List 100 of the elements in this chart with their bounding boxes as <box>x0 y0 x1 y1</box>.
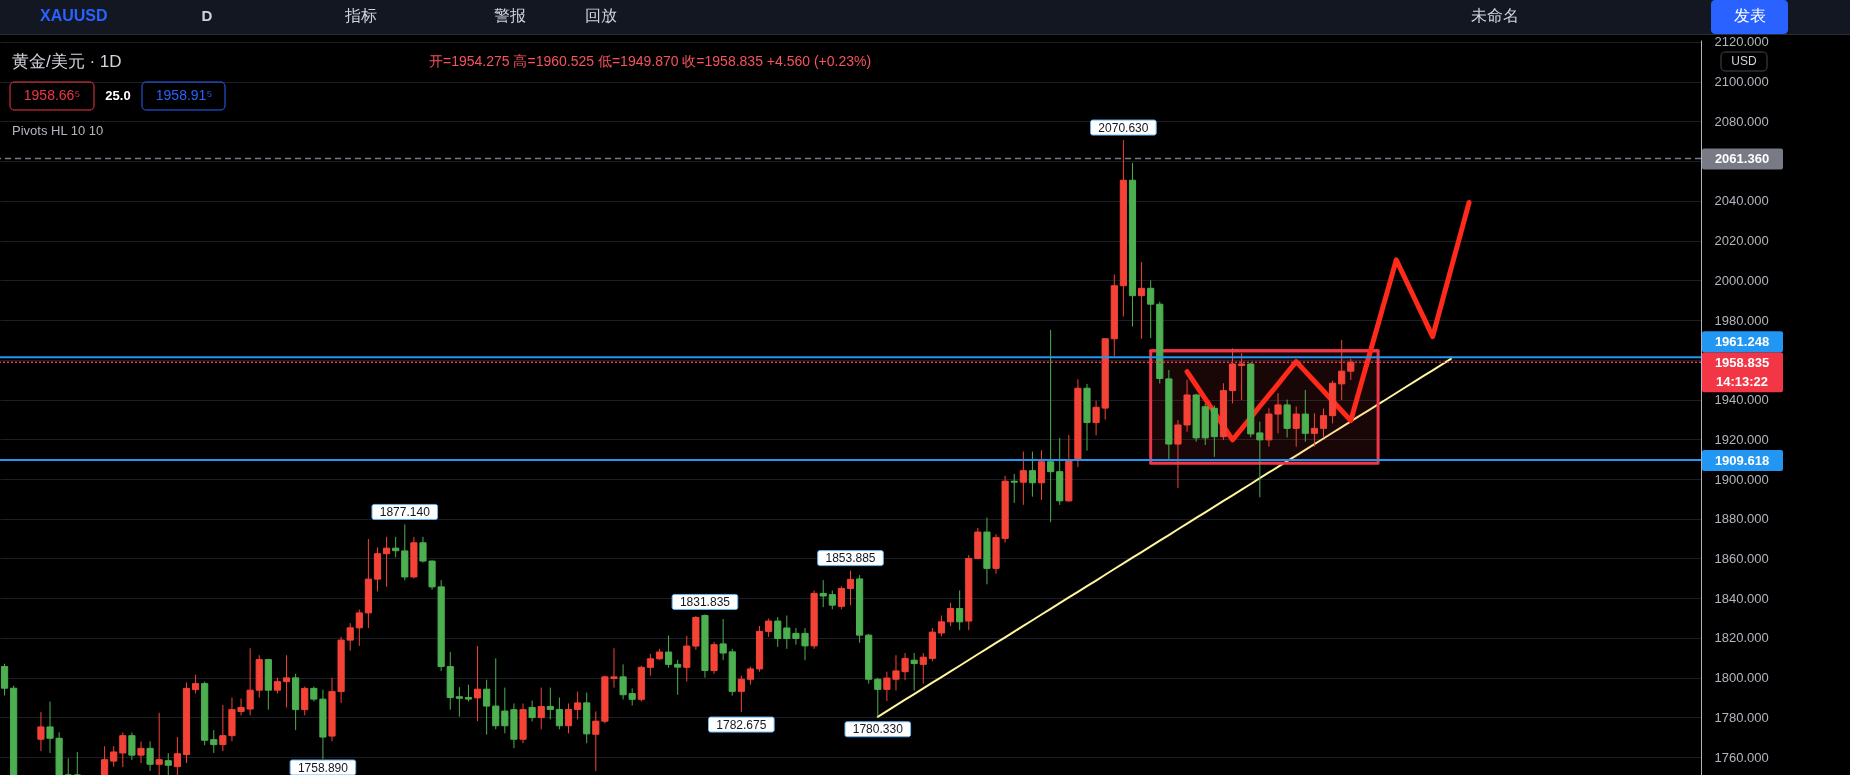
annotation: 1831.835 <box>679 594 731 609</box>
candlestick <box>1238 352 1246 401</box>
candlestick <box>210 729 218 754</box>
annotation: 1780.330 <box>852 722 904 737</box>
annotation: 1782.675 <box>716 717 767 732</box>
candlestick <box>537 687 545 730</box>
y-tick-label: 1800.000 <box>1714 670 1769 686</box>
text: 未命名 <box>1471 7 1519 24</box>
y-tick-label: 2040.000 <box>1714 193 1769 209</box>
candlestick <box>555 697 564 730</box>
candlestick <box>1019 451 1027 506</box>
candlestick <box>73 751 81 775</box>
candlestick <box>282 654 291 708</box>
text: XAUUSD <box>40 7 108 24</box>
text: USD <box>1731 54 1757 68</box>
annotation: 1758.890 <box>297 760 349 775</box>
candlestick <box>1292 406 1300 448</box>
y-tick-label: 1820.000 <box>1714 630 1769 646</box>
candlestick <box>1037 449 1046 501</box>
annotation: 2070.630 <box>1098 120 1149 135</box>
candlestick <box>119 731 127 768</box>
annotation: Pivots HL 10 10 <box>12 123 104 138</box>
candlestick <box>1137 261 1146 340</box>
candlestick <box>0 663 9 697</box>
candlestick <box>1028 451 1037 498</box>
candlestick <box>128 731 136 761</box>
annotation: 1958.91⁵ <box>155 87 213 103</box>
annotation: 1958.66⁵ <box>23 87 81 103</box>
candlestick <box>774 616 782 648</box>
ref-line-label: 1909.618 <box>1714 452 1770 468</box>
candlestick <box>101 745 109 775</box>
annotation: 1877.140 <box>379 504 431 519</box>
y-tick-label: 2000.000 <box>1714 272 1769 288</box>
candlestick <box>846 570 855 606</box>
y-tick-label: 1900.000 <box>1714 471 1769 487</box>
y-tick-label: 1880.000 <box>1714 511 1769 527</box>
y-tick-label: 1980.000 <box>1714 312 1769 328</box>
y-tick-label: 2020.000 <box>1714 233 1769 249</box>
candlestick <box>564 702 573 734</box>
candlestick <box>937 614 946 637</box>
ref-line-label: 1958.835 14:13:22 <box>1714 355 1770 390</box>
candlestick <box>164 752 172 775</box>
candlestick <box>719 618 727 661</box>
candlestick <box>1010 473 1018 504</box>
candlestick <box>819 579 827 608</box>
candlestick <box>301 686 309 716</box>
text: 黄金/美元 · 1D <box>12 52 122 71</box>
candlestick <box>874 677 882 718</box>
candlestick <box>1256 421 1264 498</box>
candlestick <box>646 653 654 677</box>
candlestick <box>946 602 955 627</box>
y-tick-label: 2080.000 <box>1714 113 1769 129</box>
y-tick-label: 1780.000 <box>1714 709 1769 725</box>
ref-line-label: 2061.360 <box>1714 151 1770 167</box>
candlestick <box>737 675 745 713</box>
candlestick <box>910 652 918 692</box>
candlestick <box>473 645 482 722</box>
y-tick-label: 1920.000 <box>1714 431 1769 447</box>
y-tick-label: 2120.000 <box>1714 34 1769 50</box>
candlestick <box>674 659 682 696</box>
candlestick <box>155 712 163 775</box>
candlestick <box>392 536 400 558</box>
candlestick <box>956 589 964 631</box>
candlestick <box>64 757 72 775</box>
candlestick <box>1301 389 1309 443</box>
annotation: 1853.885 <box>825 551 876 566</box>
y-tick-label: 1940.000 <box>1714 392 1769 408</box>
candlestick <box>828 589 836 610</box>
candlestick <box>1319 407 1328 438</box>
text: 开=1954.275 高=1960.525 低=1949.870 收=1958.835 +4.560 (+0.23%) <box>429 53 872 69</box>
text: 警报 <box>494 7 526 24</box>
candlestick <box>765 617 773 638</box>
y-tick-label: 1760.000 <box>1714 749 1769 765</box>
candlestick <box>37 711 45 752</box>
text: D <box>201 7 213 24</box>
text: 发表 <box>1734 7 1766 24</box>
candlestick <box>191 674 200 695</box>
candlestick <box>455 686 463 718</box>
candlestick <box>546 687 554 720</box>
ref-line-label: 1961.248 <box>1714 334 1770 350</box>
candlestick <box>137 741 145 764</box>
candlestick <box>1338 339 1346 401</box>
candlestick <box>528 700 536 722</box>
candlestick <box>837 585 845 610</box>
candlestick <box>919 652 927 685</box>
y-tick-label: 1840.000 <box>1714 590 1769 606</box>
line-series <box>876 357 1452 718</box>
candlestick <box>383 536 391 588</box>
y-tick-label: 1860.000 <box>1714 550 1769 566</box>
candlestick <box>173 736 181 775</box>
candlestick <box>1310 412 1318 448</box>
annotation: 25.0 <box>105 88 131 103</box>
candlestick <box>574 691 582 720</box>
candlestick <box>146 740 154 772</box>
candlestick <box>1283 399 1291 438</box>
text: 指标 <box>344 7 377 24</box>
candlestick <box>355 609 363 647</box>
y-tick-label: 2100.000 <box>1714 74 1769 90</box>
candlestick <box>664 635 673 669</box>
candlestick <box>1147 279 1155 339</box>
